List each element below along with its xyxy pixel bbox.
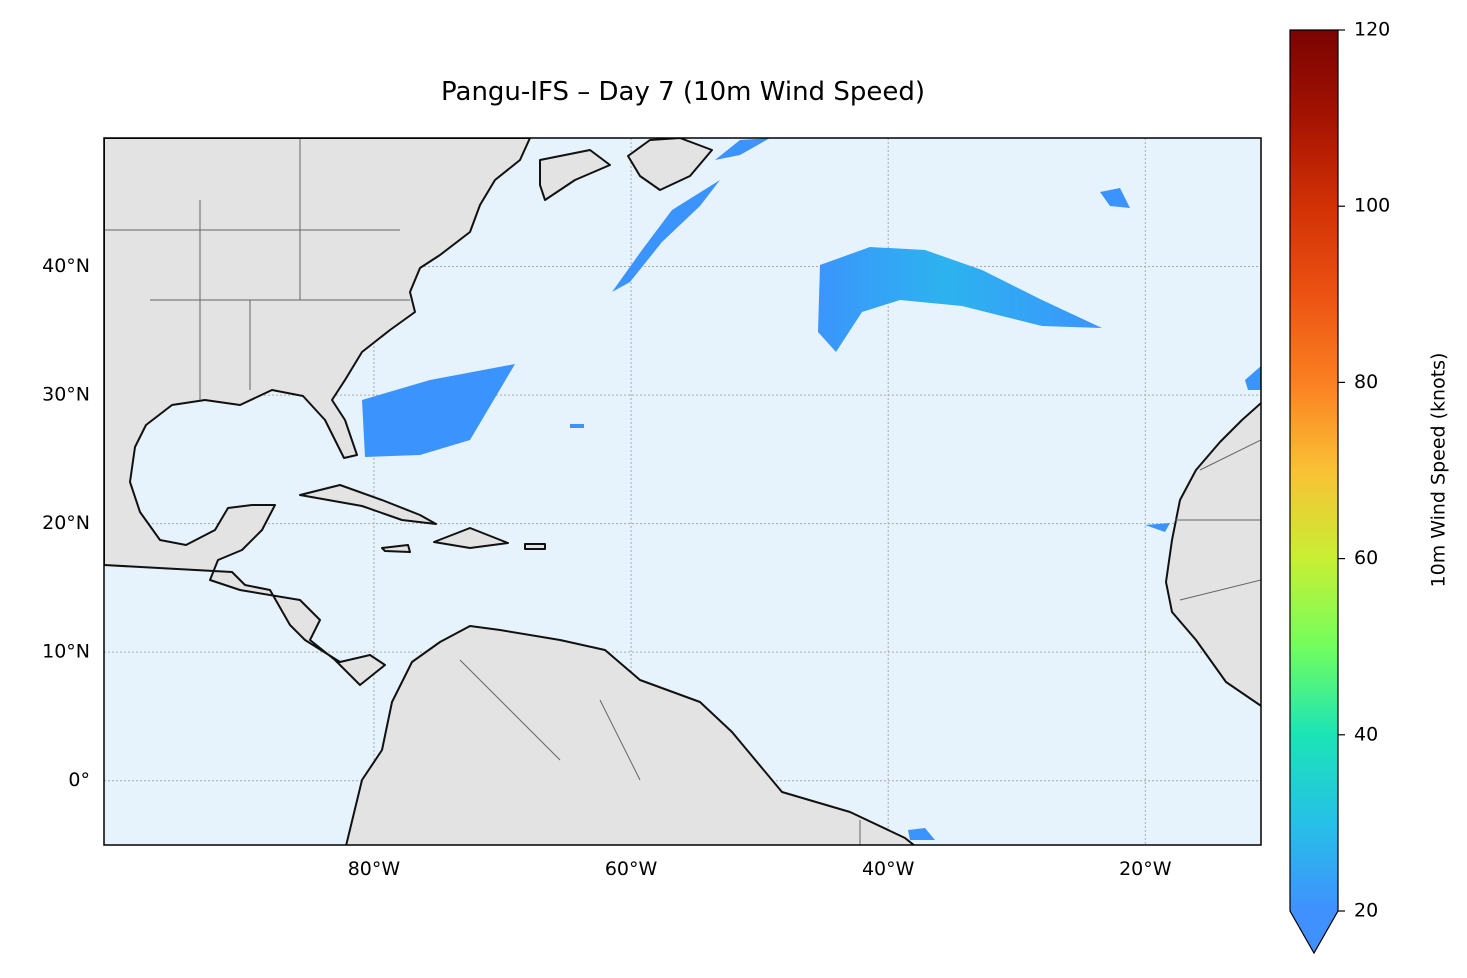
y-tick-label: 30°N [42, 384, 90, 406]
cuba [299, 484, 437, 525]
wind-area [362, 364, 515, 457]
y-tick-label: 20°N [42, 512, 90, 534]
colorbar-tick-label: 20 [1354, 900, 1378, 922]
y-tick-label: 0° [68, 769, 90, 791]
colorbar-tick-label: 100 [1354, 195, 1390, 217]
colorbar-tick-label: 80 [1354, 371, 1378, 393]
map-area [104, 138, 1261, 845]
hispaniola [433, 527, 509, 549]
wind-area [818, 247, 1102, 352]
colorbar-tick-label: 120 [1354, 19, 1390, 41]
axes: 80°W 60°W 40°W 20°W 0° 10°N 20°N 30°N 40°N [42, 255, 1172, 880]
colorbar-frame [1289, 29, 1339, 955]
map-title: Pangu-IFS – Day 7 (10m Wind Speed) [441, 77, 925, 107]
south-america [345, 625, 916, 845]
wind-area [715, 138, 770, 160]
newfoundland [627, 138, 713, 191]
map-frame [103, 137, 1262, 846]
colorbar-extend [1290, 911, 1338, 953]
land [104, 138, 1261, 845]
africa [1165, 401, 1261, 708]
wind-field [362, 138, 1261, 840]
x-tick-label: 20°W [1119, 858, 1172, 880]
colorbar-tick-label: 60 [1354, 547, 1378, 569]
y-tick-label: 10°N [42, 641, 90, 663]
wind-area [612, 180, 720, 292]
jamaica [381, 544, 411, 553]
colorbar [1290, 30, 1338, 911]
puerto-rico [524, 543, 546, 550]
borders [104, 138, 1261, 845]
x-tick-label: 40°W [862, 858, 915, 880]
x-tick-label: 80°W [348, 858, 401, 880]
north-america [104, 138, 531, 686]
x-tick-label: 60°W [605, 858, 658, 880]
nova-scotia [539, 149, 611, 201]
colorbar-label: 10m Wind Speed (knots) [1428, 353, 1450, 588]
colorbar-tick-label: 40 [1354, 723, 1378, 745]
y-tick-label: 40°N [42, 255, 90, 277]
